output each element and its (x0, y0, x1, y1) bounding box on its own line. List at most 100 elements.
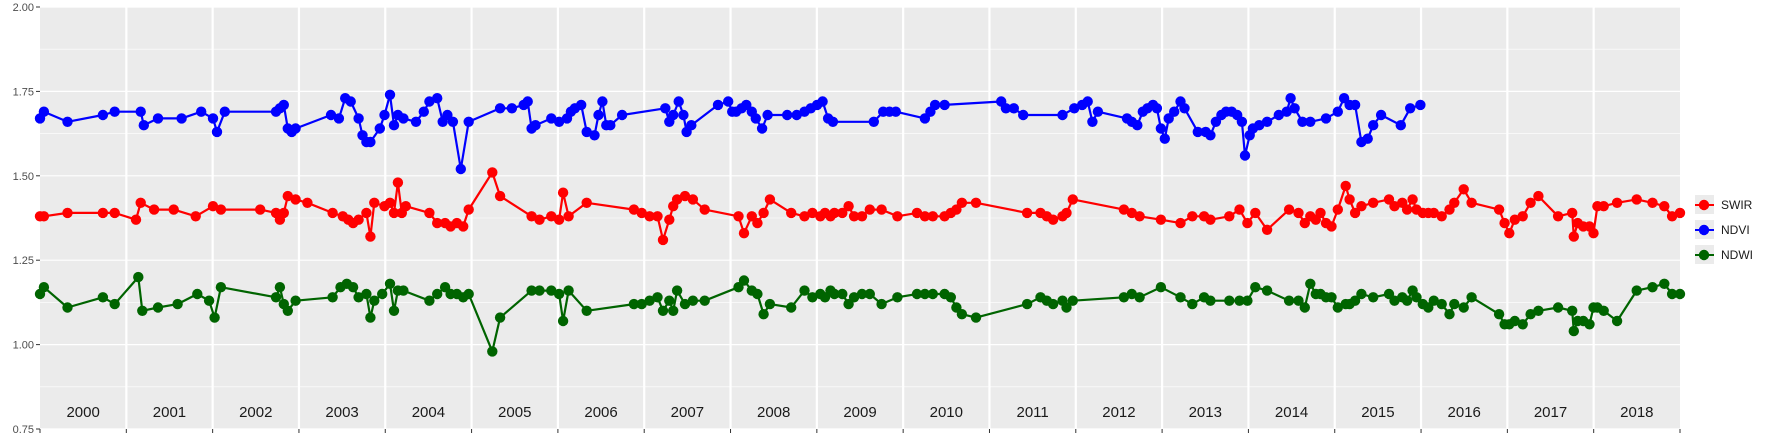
data-point-ndvi (1415, 99, 1426, 111)
data-point-ndwi (764, 298, 776, 310)
data-point-swir (1340, 180, 1351, 192)
data-point-ndvi (345, 96, 356, 107)
data-point-swir (369, 197, 380, 208)
data-point-ndwi (192, 288, 203, 300)
data-point-swir (799, 211, 810, 222)
data-point-ndwi (636, 298, 647, 310)
period-label: 2000 (66, 404, 99, 421)
data-point-swir (1499, 217, 1510, 229)
data-point-ndvi (1254, 120, 1265, 131)
data-point-ndvi (152, 113, 164, 124)
data-point-ndvi (365, 136, 376, 148)
data-point-ndvi (605, 120, 616, 131)
data-point-ndwi (546, 285, 557, 296)
data-point-ndwi (1234, 295, 1245, 306)
period-label: 2004 (412, 404, 445, 421)
data-point-swir (1021, 207, 1033, 219)
period-label: 2013 (1189, 404, 1222, 421)
data-point-ndwi (152, 302, 164, 313)
data-point-swir (207, 201, 219, 212)
data-point-ndvi (506, 103, 518, 114)
data-point-ndwi (945, 292, 956, 303)
data-point-ndwi (1126, 288, 1138, 300)
data-point-ndvi (1205, 130, 1216, 141)
data-point-swir (687, 194, 699, 205)
data-point-ndvi (325, 109, 337, 121)
data-point-ndwi (1584, 319, 1595, 330)
data-point-swir (1493, 204, 1505, 215)
data-point-ndvi (38, 106, 50, 117)
data-point-ndvi (353, 113, 364, 124)
data-point-ndwi (553, 288, 565, 300)
data-point-ndwi (752, 288, 763, 300)
data-point-ndvi (1405, 103, 1416, 114)
y-tick-label: 1.25 (13, 255, 34, 267)
period-label: 2002 (239, 404, 272, 421)
data-point-swir (671, 194, 683, 205)
data-point-ndvi (1159, 133, 1171, 144)
data-point-ndvi (135, 106, 146, 117)
data-point-ndwi (1349, 295, 1361, 306)
data-point-swir (388, 207, 400, 219)
data-point-ndvi (1069, 103, 1080, 114)
data-point-ndvi (673, 96, 684, 107)
data-point-swir (1155, 214, 1167, 225)
data-point-swir (1458, 184, 1469, 195)
data-point-swir (135, 197, 146, 208)
data-point-ndwi (864, 288, 875, 300)
data-point-ndvi (1236, 116, 1248, 128)
data-point-swir (1061, 207, 1072, 219)
data-point-ndwi (1401, 295, 1413, 306)
data-point-ndwi (1175, 292, 1186, 303)
data-point-swir (1567, 207, 1578, 219)
data-point-swir (1261, 224, 1273, 235)
data-point-ndwi (38, 282, 50, 293)
data-point-ndvi (1320, 113, 1332, 124)
data-point-ndwi (432, 288, 443, 300)
data-point-swir (657, 234, 669, 246)
data-point-ndvi (929, 99, 941, 111)
data-point-ndvi (1169, 106, 1180, 117)
data-point-ndwi (919, 288, 931, 300)
data-point-ndvi (290, 123, 301, 134)
data-point-swir (458, 221, 469, 232)
data-point-ndwi (1631, 285, 1642, 296)
period-label: 2003 (325, 404, 358, 421)
data-point-ndwi (388, 305, 400, 316)
data-point-ndwi (365, 312, 376, 323)
data-point-swir (130, 214, 142, 225)
data-point-ndvi (686, 120, 697, 131)
data-point-ndvi (546, 113, 557, 124)
data-point-swir (764, 194, 776, 205)
data-point-ndvi (553, 116, 565, 128)
data-point-ndvi (1151, 103, 1163, 114)
data-point-ndwi (628, 298, 640, 310)
period-label: 2016 (1448, 404, 1481, 421)
data-point-swir (97, 207, 109, 219)
data-point-swir (1344, 194, 1355, 205)
data-point-ndwi (1598, 305, 1609, 316)
data-point-ndwi (1299, 302, 1311, 313)
data-point-ndwi (209, 312, 220, 323)
data-point-ndvi (374, 123, 385, 134)
data-point-swir (1326, 221, 1337, 232)
data-point-ndwi (109, 298, 120, 310)
data-point-swir (1389, 201, 1400, 212)
data-point-ndwi (215, 282, 227, 293)
data-point-ndwi (1525, 309, 1536, 320)
data-point-ndvi (939, 99, 950, 111)
data-point-ndwi (911, 288, 923, 300)
data-point-swir (384, 197, 396, 208)
period-label: 2006 (584, 404, 617, 421)
data-point-swir (327, 207, 338, 219)
data-point-ndwi (494, 312, 506, 323)
data-point-ndwi (424, 295, 435, 306)
data-point-swir (1449, 197, 1460, 208)
data-point-swir (361, 207, 372, 219)
data-point-ndwi (807, 292, 818, 303)
data-point-swir (62, 207, 73, 219)
data-point-ndvi (1285, 93, 1296, 104)
data-point-swir (1588, 228, 1599, 239)
data-point-ndwi (668, 305, 679, 316)
data-point-ndwi (970, 312, 982, 323)
